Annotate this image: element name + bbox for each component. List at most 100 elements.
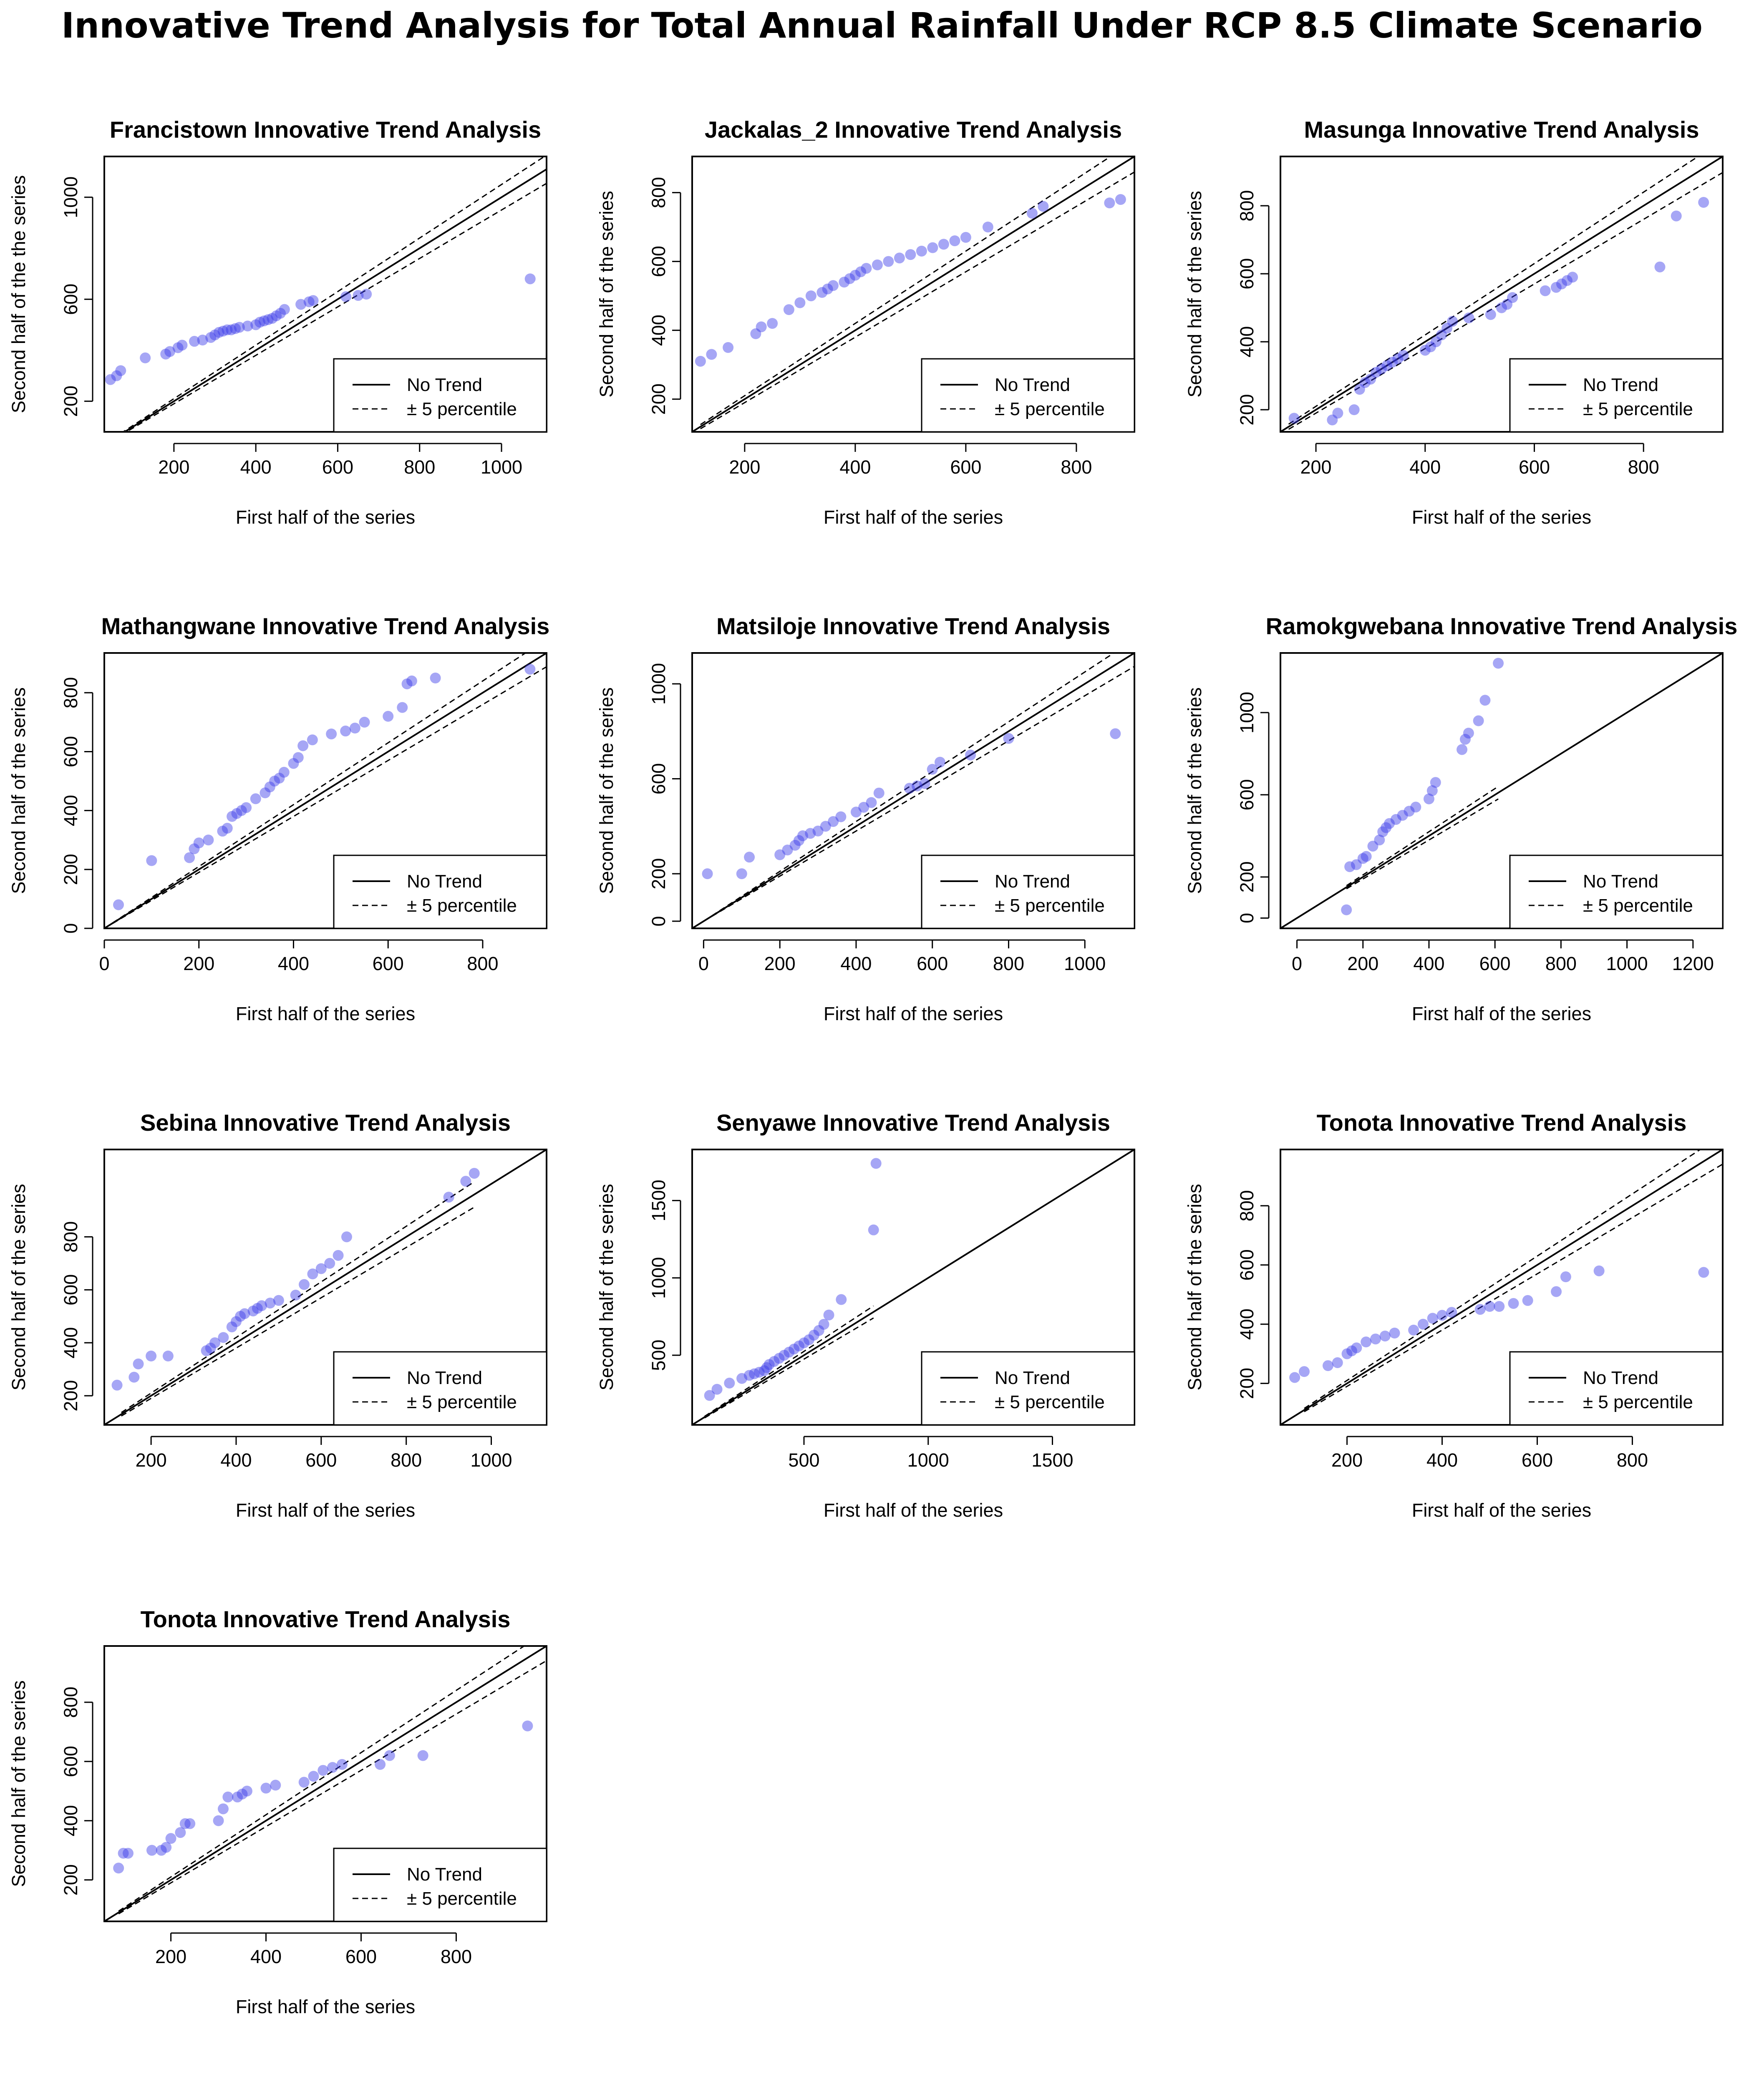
- data-point: [1115, 194, 1126, 205]
- data-point: [822, 283, 833, 295]
- plot-frame: [103, 1149, 547, 1426]
- data-point: [340, 726, 351, 737]
- chart-title: Jackalas_2 Innovative Trend Analysis: [705, 116, 1122, 143]
- plot-area: [104, 653, 547, 928]
- x-tick-label: 0: [698, 953, 709, 974]
- data-point: [1357, 853, 1368, 864]
- plot-frame: [1280, 652, 1724, 929]
- data-point: [327, 1762, 338, 1773]
- data-point: [736, 1373, 748, 1384]
- data-point: [839, 277, 850, 288]
- y-axis-label: Second half of the series: [596, 687, 617, 894]
- panel-masunga: Masunga Innovative Trend Analysis 200 400 6…: [1176, 96, 1764, 592]
- data-point: [912, 780, 923, 791]
- data-point: [1494, 1301, 1505, 1312]
- data-point: [866, 797, 877, 808]
- y-tick-label: 400: [60, 1805, 81, 1836]
- data-point: [1389, 1328, 1400, 1338]
- no-trend-line: [692, 156, 1134, 432]
- data-point: [1427, 1313, 1438, 1324]
- y-tick-label: 800: [60, 677, 81, 708]
- legend-box: [921, 854, 1135, 929]
- x-tick-label: 400: [250, 1946, 282, 1967]
- data-point: [1398, 350, 1409, 361]
- data-point: [1104, 197, 1115, 209]
- data-point: [140, 352, 151, 363]
- data-point: [241, 802, 252, 813]
- data-point: [794, 297, 806, 308]
- legend-no-trend-label: No Trend: [1583, 375, 1658, 395]
- x-tick-label: 800: [1617, 1449, 1648, 1471]
- data-point: [1698, 1267, 1709, 1278]
- legend-percentile-label: ± 5 percentile: [995, 895, 1105, 916]
- data-point: [247, 1306, 259, 1317]
- no-trend-line: [104, 653, 547, 928]
- data-point: [812, 825, 824, 837]
- data-point: [855, 266, 867, 277]
- data-point: [1332, 1357, 1343, 1368]
- upper-5-percentile-line: [121, 1181, 475, 1413]
- x-tick-label: 200: [1331, 1449, 1363, 1471]
- x-tick-label: 400: [1409, 456, 1441, 478]
- chart-svg: Senyawe Innovative Trend Analysis 500 1000…: [596, 1109, 1135, 1521]
- data-point: [789, 1343, 800, 1355]
- legend: No Trend ± 5 percentile: [1509, 854, 1724, 929]
- x-tick-label: 600: [1479, 953, 1511, 974]
- data-point: [767, 318, 778, 329]
- data-point: [205, 332, 217, 343]
- data-point: [1423, 793, 1434, 804]
- data-point: [460, 1176, 471, 1187]
- data-point: [850, 807, 862, 818]
- data-point: [789, 839, 801, 851]
- y-tick-label: 0: [60, 923, 81, 933]
- data-point: [904, 783, 915, 794]
- data-point: [203, 834, 214, 846]
- data-point: [205, 1342, 216, 1354]
- data-point: [160, 348, 171, 360]
- data-point: [805, 290, 816, 302]
- data-point: [271, 310, 282, 321]
- x-tick-label: 600: [345, 1946, 377, 1967]
- data-point: [222, 823, 233, 834]
- data-point: [165, 1833, 176, 1844]
- data-point: [820, 821, 831, 832]
- data-point: [122, 1848, 134, 1859]
- data-point: [326, 728, 337, 740]
- y-tick-label: 0: [1236, 913, 1257, 923]
- data-point: [736, 868, 747, 880]
- upper-5-percentile-line: [104, 653, 527, 928]
- data-point: [522, 1720, 533, 1732]
- y-tick-label: 800: [60, 1686, 81, 1718]
- y-tick-label: 1000: [648, 663, 669, 705]
- x-tick-label: 200: [764, 953, 796, 974]
- data-point: [1550, 282, 1562, 293]
- legend-percentile-label: ± 5 percentile: [995, 399, 1105, 419]
- data-point: [349, 723, 360, 733]
- y-axis-label: Second half of the series: [1184, 1184, 1205, 1390]
- data-point: [782, 844, 793, 856]
- x-tick-label: 600: [373, 953, 404, 974]
- data-point: [711, 1384, 723, 1395]
- data-point: [761, 1362, 772, 1373]
- data-point: [226, 324, 237, 335]
- data-point: [1351, 1342, 1362, 1354]
- y-tick-label: 400: [1236, 326, 1257, 358]
- lower-5-percentile-line: [1346, 798, 1499, 890]
- data-point: [779, 1350, 790, 1361]
- data-point: [784, 1346, 795, 1358]
- no-trend-line: [1280, 653, 1723, 928]
- data-point: [115, 365, 126, 376]
- data-point: [794, 1340, 805, 1351]
- legend-no-trend-label: No Trend: [1583, 871, 1658, 892]
- x-tick-label: 800: [391, 1449, 422, 1471]
- data-point: [723, 342, 734, 353]
- x-tick-label: 200: [729, 456, 760, 478]
- x-tick-label: 600: [322, 456, 353, 478]
- data-point: [1327, 414, 1338, 426]
- data-point: [275, 308, 286, 319]
- data-point: [1417, 1318, 1429, 1330]
- data-point: [894, 252, 905, 264]
- data-point: [753, 1366, 765, 1378]
- chart-title: Tonota Innovative Trend Analysis: [1317, 1109, 1687, 1136]
- legend-percentile-label: ± 5 percentile: [407, 1888, 517, 1909]
